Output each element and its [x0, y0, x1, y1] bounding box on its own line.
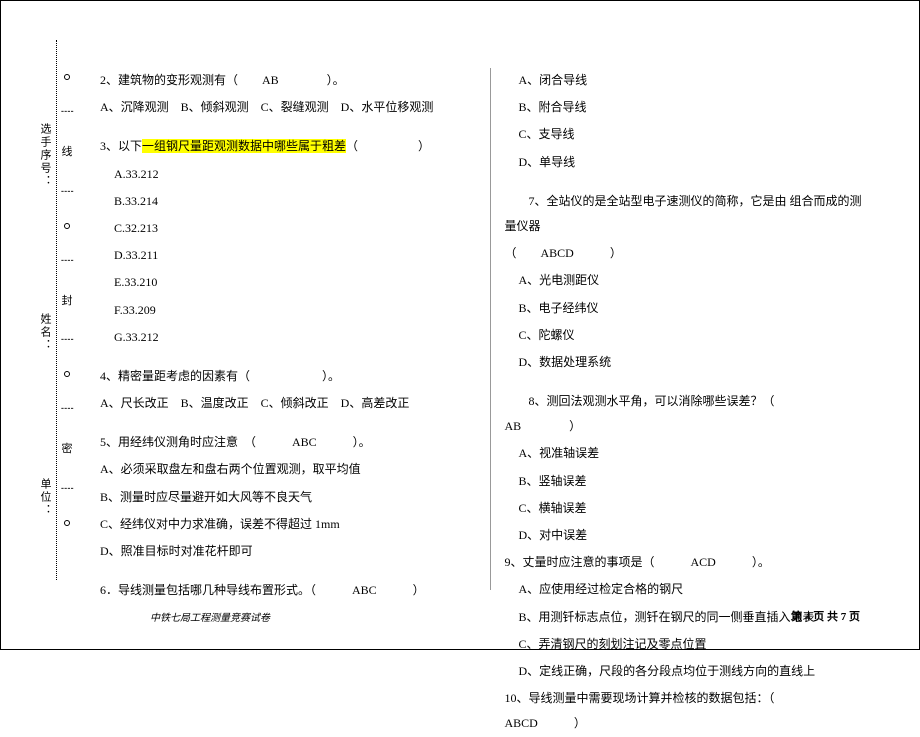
q3e: E.33.210: [100, 270, 464, 295]
q9c: C、弄清钢尺的刻划注记及零点位置: [505, 632, 869, 657]
q5b: B、测量时应尽量避开如大风等不良天气: [100, 485, 464, 510]
q9: 9、丈量时应注意的事项是（ ACD ）。: [505, 550, 869, 575]
label-name: 姓名：: [37, 313, 53, 352]
q8c: C、横轴误差: [505, 496, 869, 521]
seal-feng: 封: [62, 292, 73, 308]
fold-line: [56, 40, 57, 580]
label-unit: 单位：: [37, 478, 53, 517]
q3b: B.33.214: [100, 189, 464, 214]
q3f: F.33.209: [100, 298, 464, 323]
q7f: D、数据处理系统: [505, 350, 869, 375]
q7d: B、电子经纬仪: [505, 296, 869, 321]
q4-opts: A、尺长改正 B、温度改正 C、倾斜改正 D、高差改正: [100, 391, 464, 416]
q8d: D、对中误差: [505, 523, 869, 548]
q7e: C、陀螺仪: [505, 323, 869, 348]
q9d: D、定线正确，尺段的各分段点均位于测线方向的直线上: [505, 659, 869, 684]
q2-opts: A、沉降观测 B、倾斜观测 C、裂缝观测 D、水平位移观测: [100, 95, 464, 120]
page-number: 第 4 页 共 7 页: [791, 608, 860, 624]
r-optC: C、支导线: [505, 122, 869, 147]
q7c: A、光电测距仪: [505, 268, 869, 293]
q3-post: （ ）: [346, 139, 430, 153]
q7-line1: 7、全站仪的是全站型电子速测仪的简称，它是由 组合而成的测量仪器: [505, 189, 869, 239]
dash: ┊: [61, 485, 74, 492]
content-area: 2、建筑物的变形观测有（ AB ）。 A、沉降观测 B、倾斜观测 C、裂缝观测 …: [100, 68, 880, 590]
q8b: B、竖轴误差: [505, 469, 869, 494]
circle-icon: [64, 371, 70, 377]
q4: 4、精密量距考虑的因素有（ ）。: [100, 364, 464, 389]
circle-icon: [64, 74, 70, 80]
q3-highlight: 一组钢尺量距观测数据中哪些属于粗差: [142, 139, 346, 153]
dash: ┊: [61, 108, 74, 115]
q5d: D、照准目标时对准花杆即可: [100, 539, 464, 564]
dash: ┊: [61, 188, 74, 195]
dash: ┊: [61, 257, 74, 264]
q3-pre: 3、以下: [100, 139, 142, 153]
q2: 2、建筑物的变形观测有（ AB ）。: [100, 68, 464, 93]
dash: ┊: [61, 336, 74, 343]
q6: 6．导线测量包括哪几种导线布置形式。（ ABC ）: [100, 578, 464, 603]
seal-xian: 线: [62, 143, 73, 159]
q5c: C、经纬仪对中力求准确，误差不得超过 1mm: [100, 512, 464, 537]
q10: 10、导线测量中需要现场计算并检核的数据包括：（ ABCD ）: [505, 686, 869, 736]
seal-labels: ┊ 线 ┊ ┊ 封 ┊ ┊ 密 ┊: [60, 60, 74, 540]
r-optB: B、附合导线: [505, 95, 869, 120]
circle-icon: [64, 223, 70, 229]
seal-mi: 密: [62, 440, 73, 456]
footer-title: 中铁七局工程测量竞赛试卷: [150, 609, 270, 624]
q3g: G.33.212: [100, 325, 464, 350]
q3d: D.33.211: [100, 243, 464, 268]
r-optA: A、闭合导线: [505, 68, 869, 93]
q5: 5、用经纬仪测角时应注意 （ ABC ）。: [100, 430, 464, 455]
q8a: A、视准轴误差: [505, 441, 869, 466]
left-column: 2、建筑物的变形观测有（ AB ）。 A、沉降观测 B、倾斜观测 C、裂缝观测 …: [100, 68, 476, 590]
q3a: A.33.212: [100, 162, 464, 187]
q5a: A、必须采取盘左和盘右两个位置观测，取平均值: [100, 457, 464, 482]
q3c: C.32.213: [100, 216, 464, 241]
label-seq: 选手序号：: [37, 123, 53, 188]
q3: 3、以下一组钢尺量距观测数据中哪些属于粗差（ ）: [100, 134, 464, 159]
q7-line2: （ ABCD ）: [505, 241, 869, 266]
circle-icon: [64, 520, 70, 526]
dash: ┊: [61, 405, 74, 412]
right-column: A、闭合导线 B、附合导线 C、支导线 D、单导线 7、全站仪的是全站型电子速测…: [505, 68, 881, 590]
q9a: A、应使用经过检定合格的钢尺: [505, 577, 869, 602]
r-optD: D、单导线: [505, 150, 869, 175]
q8: 8、测回法观测水平角，可以消除哪些误差？（ AB ）: [505, 389, 869, 439]
column-divider: [490, 68, 491, 590]
binding-labels: 选手序号： 姓名： 单位：: [38, 60, 52, 580]
